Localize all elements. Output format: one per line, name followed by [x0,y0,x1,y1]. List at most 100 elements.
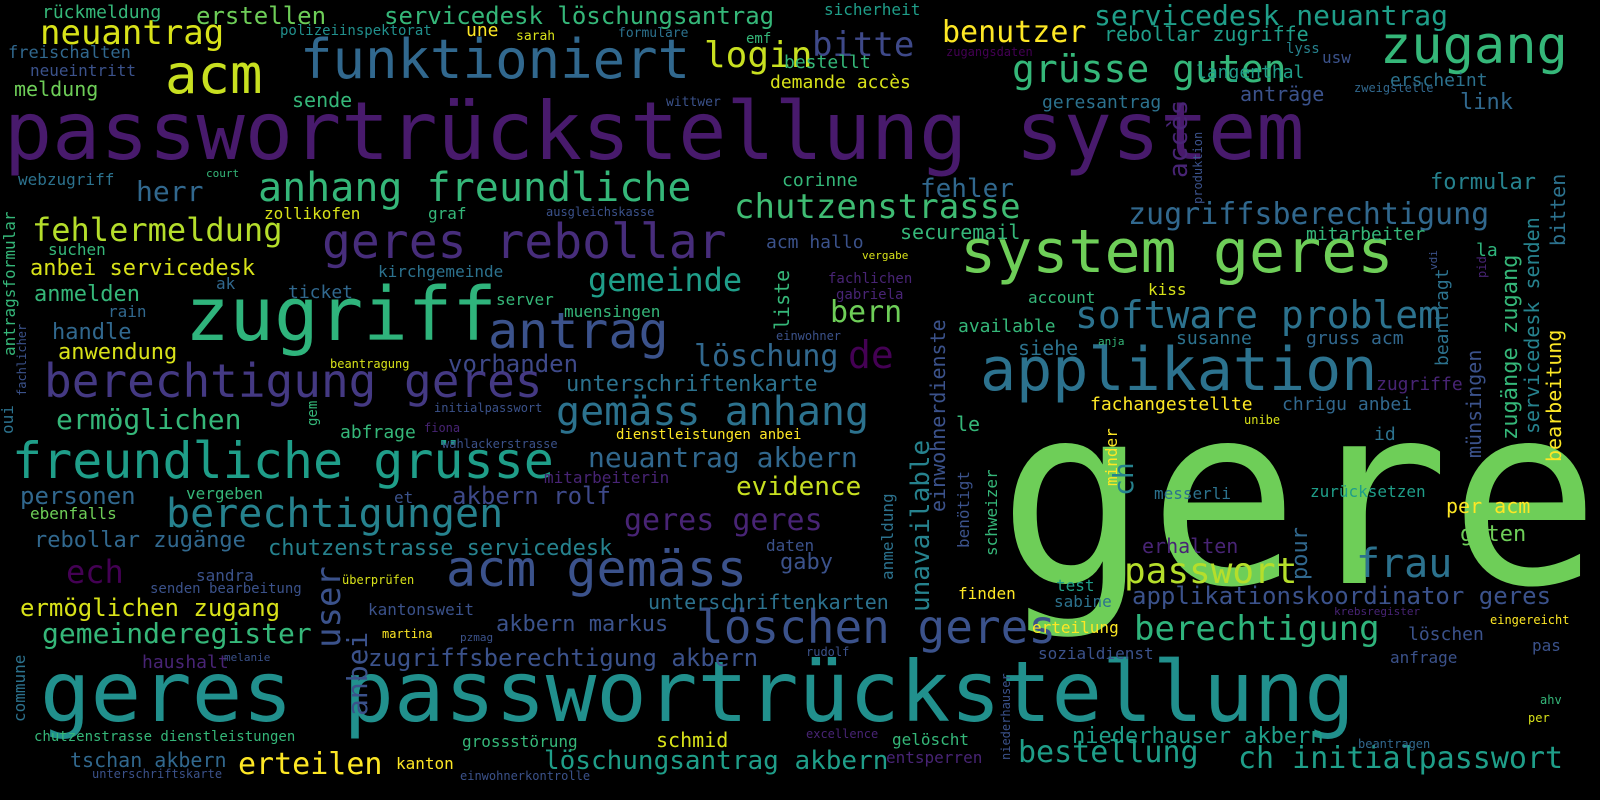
word-cloud-word: überprüfen [342,573,415,587]
word-cloud-word: ech [66,553,124,591]
word-cloud-word: ermöglichen [56,403,242,436]
word-cloud-word: erhalten [1142,534,1239,558]
word-cloud-word: zugriff [185,272,497,358]
word-cloud-word: sabine [1054,592,1112,611]
word-cloud-word: system geres [960,217,1394,287]
word-cloud-word: grossstörung [462,732,578,751]
word-cloud-word: bestellt [784,52,871,73]
word-cloud-word: grüsse guten [1012,47,1287,91]
word-cloud-word: demande accès [770,72,911,93]
word-cloud-word: bestellung [1018,735,1199,770]
word-cloud-word: excellence [806,727,879,741]
word-cloud-word: eingereicht [1490,613,1570,627]
word-cloud-word: herr [136,175,204,208]
word-cloud-word: fehlermeldung [32,211,283,249]
word-cloud-word: evidence [736,472,862,502]
word-cloud-word: gaby [780,550,833,575]
word-cloud-word: webzugriff [18,170,115,189]
word-cloud-word: passwort [1124,551,1298,592]
word-cloud-word: bearbeitung [1542,329,1566,462]
word-cloud-word: server [496,290,554,309]
word-cloud-word: pour [1288,527,1313,580]
word-cloud-word: applikation [980,335,1378,405]
word-cloud-word: krebsregister [1334,605,1421,618]
word-cloud-word: mitarbeiterin [544,468,670,487]
word-cloud-word: meldung [14,77,99,101]
word-cloud-word: akbern rolf [452,482,611,510]
word-cloud-word: geres passwortrückstellung [40,643,1355,741]
word-cloud-word: zugangsdaten [946,45,1033,59]
word-cloud-word: einwohner [776,329,842,343]
word-cloud-word: anhang freundliche [258,165,692,211]
word-cloud-word: gabriela [836,287,904,303]
word-cloud-word: schmid [656,728,729,752]
word-cloud-word: accès [1164,99,1194,178]
word-cloud-word: anbei servicedesk [30,256,256,281]
word-cloud-word: unterschriftenkarte [566,372,818,397]
word-cloud-word: personen [20,482,136,510]
word-cloud-word: erscheint [1390,70,1488,91]
word-cloud-word: sozialdienst [1038,644,1154,663]
word-cloud-word: et [394,488,414,507]
word-cloud-word: formulare [618,26,689,41]
word-cloud-word: zugang [1380,16,1568,76]
word-cloud-word: sicherheit [824,0,921,19]
word-cloud-word: zugriffsberechtigung [1128,197,1490,232]
word-cloud-word: account [1028,288,1096,307]
word-cloud-word: geres rebollar [322,214,727,270]
word-cloud-word: de [848,333,894,377]
word-cloud-word: muensingen [564,302,661,321]
word-cloud-word: servicedesk neuantrag [1094,0,1449,32]
word-cloud-word: graf [428,204,467,223]
word-cloud-word: oui [0,405,17,434]
word-cloud-word: senden bearbeitung [150,581,302,597]
word-cloud-word: melanie [224,651,271,664]
word-cloud-word: löschungsantrag akbern [544,746,889,776]
word-cloud-word: initialpasswort [434,401,543,415]
word-cloud-word: unibe [1244,413,1281,427]
word-cloud-word: freischalten [8,43,131,63]
word-cloud-word: test [1056,576,1095,595]
word-cloud-word: servicedesk senden [1520,217,1544,434]
word-cloud-word: zurücksetzen [1310,482,1426,501]
word-cloud-word: fiona [424,421,461,435]
word-cloud-word: beantragung [330,357,410,371]
word-cloud-word: rebollar zugänge [34,528,246,553]
word-cloud-word: ausgleichskasse [546,205,655,219]
word-cloud-word: pzmag [460,631,494,644]
word-cloud-word: münsingen [1462,349,1486,458]
word-cloud-word: per [1528,711,1550,725]
word-cloud-word: produktion [1191,131,1205,204]
word-cloud-word: niederhauser akbern [1072,724,1324,749]
word-cloud-word: court [206,167,240,180]
word-cloud-word: gemeinderegister [42,617,312,650]
word-cloud-word: lyss [1286,41,1320,57]
word-cloud-word: erteilen [238,747,383,782]
word-cloud-word: neuantrag akbern [588,441,858,474]
word-cloud-word: ermöglichen zugang [20,594,281,622]
word-cloud-word: löschen geres [696,600,1057,654]
word-cloud-word: geres geres [624,503,823,538]
word-cloud-word: freundliche grüsse [12,432,554,490]
word-cloud-word: zugriffsberechtigung akbern [368,644,759,672]
word-cloud-word: corinne [782,170,858,191]
word-cloud-word: vergabe [862,249,909,262]
word-cloud-word: ch initialpasswort [1238,741,1564,776]
word-cloud-word: wittwer [666,95,721,110]
word-cloud-word: polizeiinspektorat [280,23,432,39]
word-cloud-word: gelöscht [892,730,970,749]
word-cloud-word: fachlichen [828,271,913,287]
word-cloud-word: dienstleistungen anbei [616,427,802,443]
word-cloud-word: susanne [1176,328,1252,349]
word-cloud-word: anwendung [58,340,178,365]
word-cloud-word: zollikofen [264,204,361,223]
word-cloud-word: berechtigung [1134,609,1380,649]
word-cloud-word: rebollar zugriffe [1104,22,1309,46]
word-cloud-word: sarah [516,29,556,44]
word-cloud-word: chrigu anbei [1282,394,1413,415]
word-cloud-word: finden [958,584,1016,603]
word-cloud-word: ticket [288,282,354,303]
word-cloud-word: chutzenstrasse servicedesk [268,536,613,561]
word-cloud-word: available [958,316,1056,337]
